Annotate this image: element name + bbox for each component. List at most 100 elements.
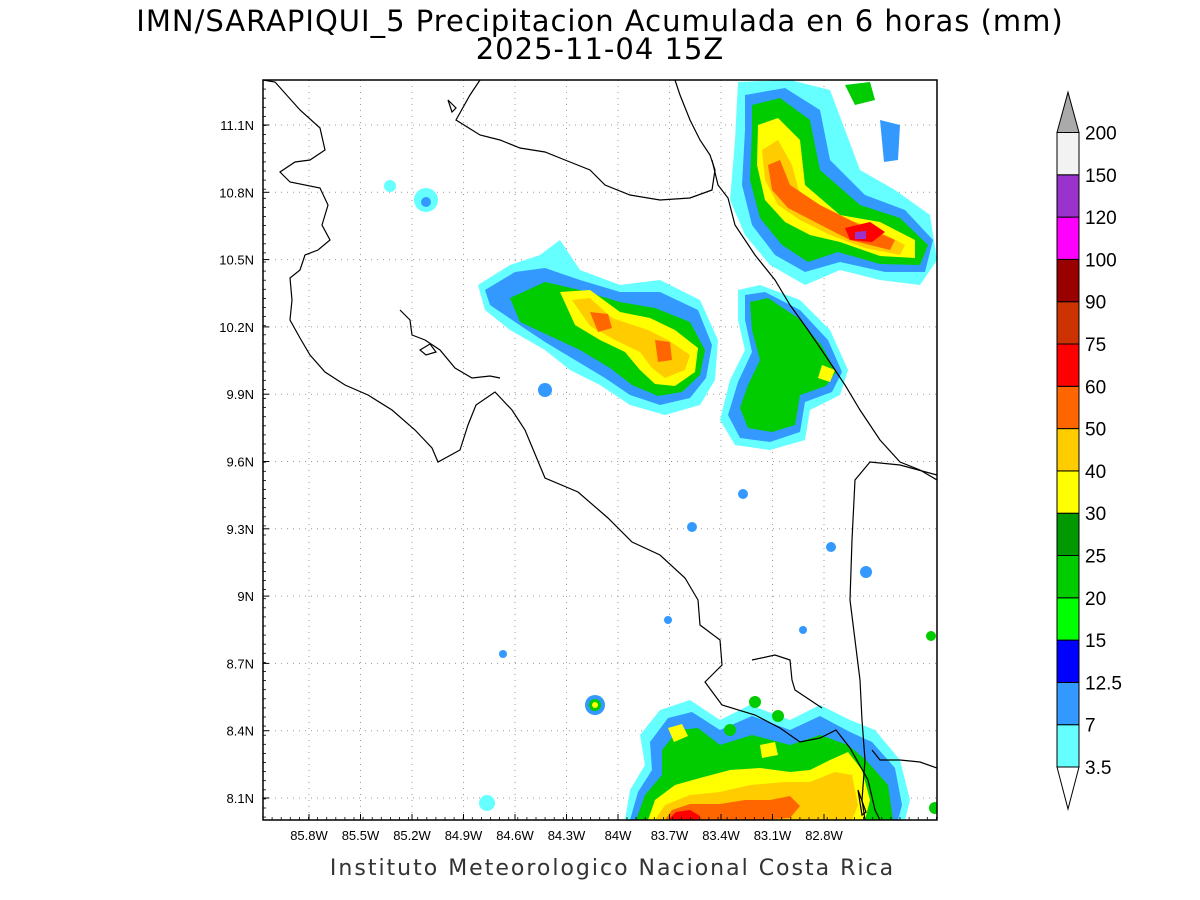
rain-cell bbox=[499, 650, 507, 658]
rain-cell bbox=[421, 197, 431, 207]
rain-area bbox=[655, 340, 672, 362]
chart-subtitle: 2025-11-04 15Z bbox=[475, 32, 725, 66]
rain-cell bbox=[860, 566, 872, 578]
colorbar-label: 25 bbox=[1085, 547, 1106, 568]
lon-tick-label: 84W bbox=[605, 828, 632, 843]
precipitation-field bbox=[384, 80, 937, 820]
colorbar-legend: 3.5 7 12.5 15 20 25 30 40 50 60 75 90 100 120 150 200 bbox=[1056, 90, 1122, 811]
colorbar-segment bbox=[1056, 428, 1080, 472]
rain-area bbox=[845, 82, 875, 105]
rain-cell bbox=[799, 626, 807, 634]
colorbar-segment bbox=[1056, 174, 1080, 218]
lat-tick-label: 10.8N bbox=[219, 185, 254, 200]
lon-tick-label: 83.1W bbox=[754, 828, 792, 843]
rain-area bbox=[855, 231, 866, 239]
latitude-axis: 11.1N 10.8N 10.5N 10.2N 9.9N 9.6N 9.3N 9N 8.7N 8.… bbox=[219, 79, 269, 818]
colorbar-segment bbox=[1056, 724, 1080, 768]
rain-area bbox=[740, 298, 836, 432]
panama-border bbox=[849, 461, 937, 820]
lat-tick-label: 9.6N bbox=[227, 455, 254, 470]
colorbar-label: 15 bbox=[1085, 631, 1106, 652]
rain-area bbox=[590, 312, 612, 332]
nicoya-gulf-coast bbox=[399, 309, 501, 379]
colorbar-segment bbox=[1056, 681, 1080, 726]
colorbar-segment bbox=[1056, 258, 1080, 303]
lon-tick-label: 84.3W bbox=[548, 828, 586, 843]
rain-cell bbox=[749, 696, 761, 708]
lon-tick-label: 83.7W bbox=[651, 828, 689, 843]
lat-tick-label: 8.4N bbox=[227, 724, 254, 739]
colorbar-label: 30 bbox=[1085, 504, 1106, 525]
colorbar-label: 90 bbox=[1085, 293, 1106, 314]
colorbar-label: 12.5 bbox=[1085, 673, 1122, 694]
rain-cell bbox=[772, 710, 784, 722]
rain-area bbox=[757, 118, 915, 258]
lat-tick-label: 10.2N bbox=[219, 320, 254, 335]
colorbar-label: 75 bbox=[1085, 335, 1106, 356]
lon-tick-label: 85.2W bbox=[393, 828, 431, 843]
rain-area bbox=[665, 796, 800, 820]
lon-tick-label: 83.4W bbox=[702, 828, 740, 843]
colorbar-segment bbox=[1056, 385, 1080, 430]
lat-tick-label: 10.5N bbox=[219, 253, 254, 268]
pacific-coastline bbox=[263, 80, 881, 820]
rain-cell bbox=[724, 724, 736, 736]
colorbar-segment bbox=[1056, 90, 1080, 133]
lat-tick-label: 9.3N bbox=[227, 522, 254, 537]
nicaragua-border bbox=[447, 80, 716, 201]
colorbar-label: 40 bbox=[1085, 462, 1106, 483]
nicoya-island bbox=[418, 343, 437, 356]
rain-area bbox=[880, 120, 900, 162]
colorbar-segment bbox=[1056, 470, 1080, 514]
colorbar-label: 50 bbox=[1085, 420, 1106, 441]
colorbar-segment bbox=[1056, 216, 1080, 260]
colorbar-label: 3.5 bbox=[1085, 758, 1111, 779]
colorbar-segment bbox=[1056, 132, 1080, 176]
lon-tick-label: 85.8W bbox=[290, 828, 328, 843]
colorbar-label: 150 bbox=[1085, 166, 1117, 187]
rain-cell bbox=[687, 522, 697, 532]
rain-cell bbox=[384, 180, 396, 192]
colorbar-segment bbox=[1056, 512, 1080, 557]
lat-tick-label: 9N bbox=[237, 589, 254, 604]
lat-tick-label: 8.7N bbox=[227, 656, 254, 671]
lon-tick-label: 85.5W bbox=[342, 828, 380, 843]
lon-tick-label: 84.6W bbox=[496, 828, 534, 843]
rain-cell bbox=[538, 383, 552, 397]
coastline bbox=[263, 80, 937, 820]
rain-cell bbox=[929, 802, 937, 814]
osa-peninsula bbox=[751, 654, 823, 709]
colorbar-label: 200 bbox=[1085, 124, 1117, 145]
rain-cell bbox=[479, 795, 495, 811]
rain-cell bbox=[826, 542, 836, 552]
caribbean-coastline bbox=[711, 159, 937, 481]
colorbar-underflow bbox=[1056, 766, 1080, 811]
colorbar-segment bbox=[1056, 597, 1080, 641]
lon-tick-label: 84.9W bbox=[445, 828, 483, 843]
credit-footer: Instituto Meteorologico Nacional Costa R… bbox=[329, 856, 896, 881]
colorbar-label: 20 bbox=[1085, 589, 1106, 610]
colorbar-label: 60 bbox=[1085, 377, 1106, 398]
rain-area bbox=[668, 810, 700, 820]
lon-tick-label: 82.8W bbox=[805, 828, 843, 843]
rain-cell bbox=[664, 616, 672, 624]
colorbar-label: 7 bbox=[1085, 716, 1096, 737]
golfito-bay bbox=[857, 789, 867, 817]
lat-tick-label: 9.9N bbox=[227, 387, 254, 402]
colorbar-segment bbox=[1056, 639, 1080, 683]
lat-tick-label: 11.1N bbox=[220, 118, 254, 133]
rain-area bbox=[668, 724, 688, 742]
rain-area bbox=[760, 742, 778, 758]
colorbar-segment bbox=[1056, 555, 1080, 599]
burica-coast bbox=[871, 749, 937, 769]
colorbar-label: 120 bbox=[1085, 208, 1117, 229]
rain-cell bbox=[926, 631, 936, 641]
chart-title: IMN/SARAPIQUI_5 Precipitacion Acumulada … bbox=[136, 4, 1064, 38]
longitude-axis: 85.8W 85.5W 85.2W 84.9W 84.6W 84.3W 84W 83.7W 83… bbox=[262, 814, 937, 843]
lat-tick-label: 8.1N bbox=[227, 791, 254, 806]
rain-cell bbox=[592, 702, 598, 708]
colorbar-segment bbox=[1056, 301, 1080, 345]
rain-cell bbox=[738, 489, 748, 499]
colorbar-segment bbox=[1056, 343, 1080, 387]
